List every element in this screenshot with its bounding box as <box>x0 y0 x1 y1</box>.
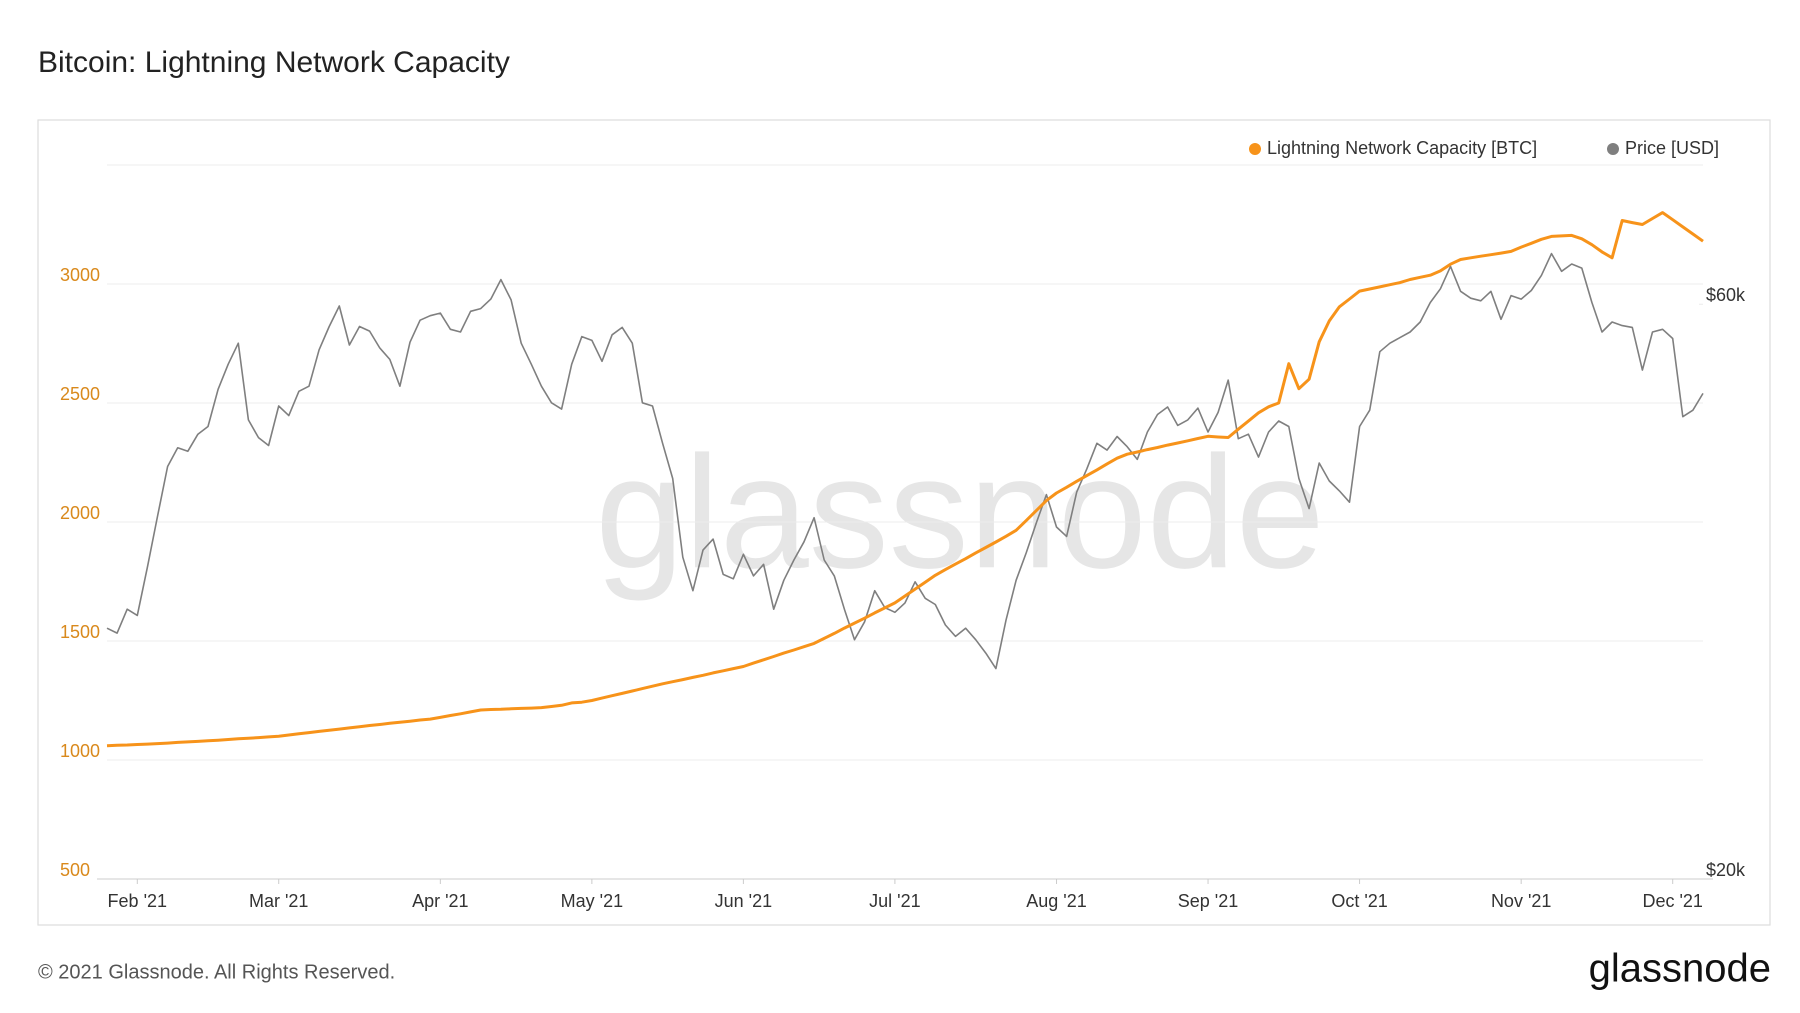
x-tick-label: Sep '21 <box>1178 891 1239 911</box>
copyright: © 2021 Glassnode. All Rights Reserved. <box>38 961 395 983</box>
y-tick-label: 2000 <box>60 503 100 523</box>
x-tick-label: Apr '21 <box>412 891 468 911</box>
x-tick-label: Nov '21 <box>1491 891 1551 911</box>
capacity-line <box>106 211 1704 748</box>
x-tick-label: Mar '21 <box>249 891 308 911</box>
x-tick-label: Jul '21 <box>869 891 920 911</box>
x-tick-label: Oct '21 <box>1331 891 1387 911</box>
y2-tick-label: $20k <box>1706 860 1746 880</box>
y-tick-label: 3000 <box>60 265 100 285</box>
y-tick-label: 2500 <box>60 384 100 404</box>
watermark: glassnode <box>595 422 1324 601</box>
x-tick-label: Feb '21 <box>108 891 167 911</box>
plot: 500 1000 1500 2000 2500 3000 $20k $60k Feb '21 Ma… <box>60 138 1746 911</box>
logo: glassnode <box>1589 947 1771 991</box>
y2-tick-label: $60k <box>1706 285 1746 305</box>
chart-title: Bitcoin: Lightning Network Capacity <box>38 46 510 79</box>
x-tick-label: Dec '21 <box>1642 891 1702 911</box>
x-tick-label: Jun '21 <box>715 891 772 911</box>
y-tick-label: 1500 <box>60 622 100 642</box>
y-tick-label: 500 <box>60 860 90 880</box>
x-tick-label: May '21 <box>561 891 623 911</box>
legend-label: Price [USD] <box>1625 138 1719 158</box>
legend-marker <box>1249 143 1261 155</box>
legend-label: Lightning Network Capacity [BTC] <box>1267 138 1537 158</box>
price-line <box>106 252 1704 670</box>
legend-marker <box>1607 143 1619 155</box>
x-tick-label: Aug '21 <box>1026 891 1087 911</box>
y-tick-label: 1000 <box>60 741 100 761</box>
